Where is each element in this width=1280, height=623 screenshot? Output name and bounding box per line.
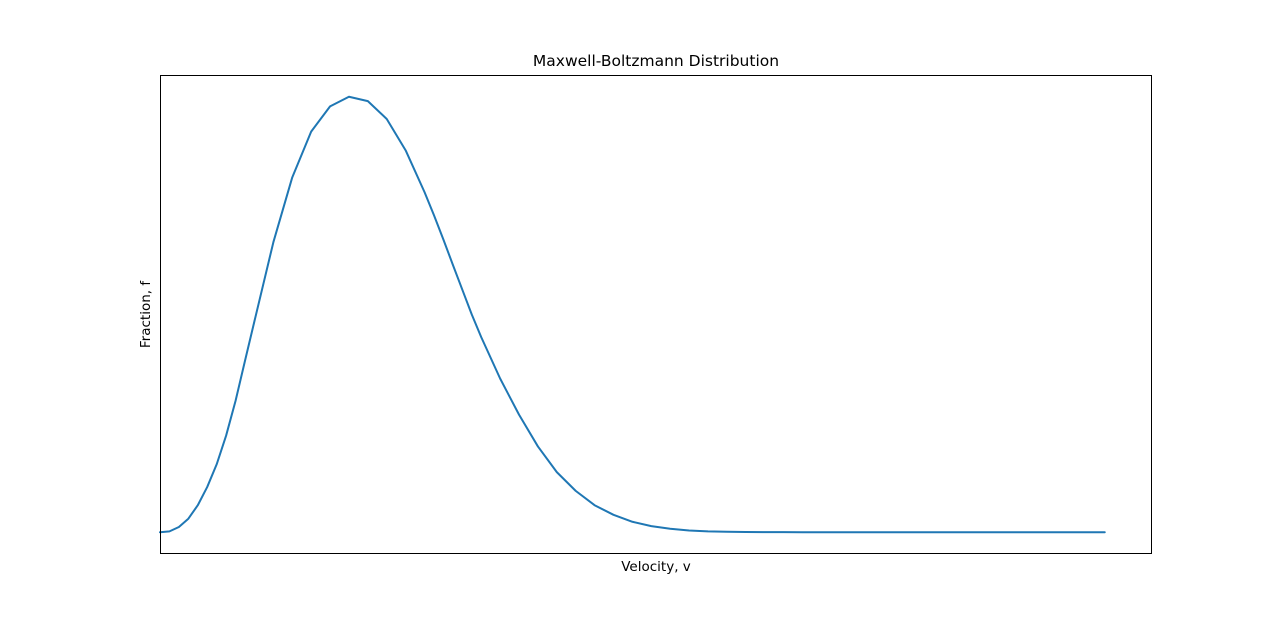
series-line-0 — [159, 95, 1106, 534]
plot-area — [160, 75, 1152, 554]
series-layer — [159, 95, 1106, 534]
chart-title: Maxwell-Boltzmann Distribution — [533, 52, 779, 70]
plot-frame — [160, 75, 1152, 554]
x-axis-label: Velocity, v — [621, 559, 691, 575]
y-axis-label: Fraction, f — [138, 280, 154, 348]
